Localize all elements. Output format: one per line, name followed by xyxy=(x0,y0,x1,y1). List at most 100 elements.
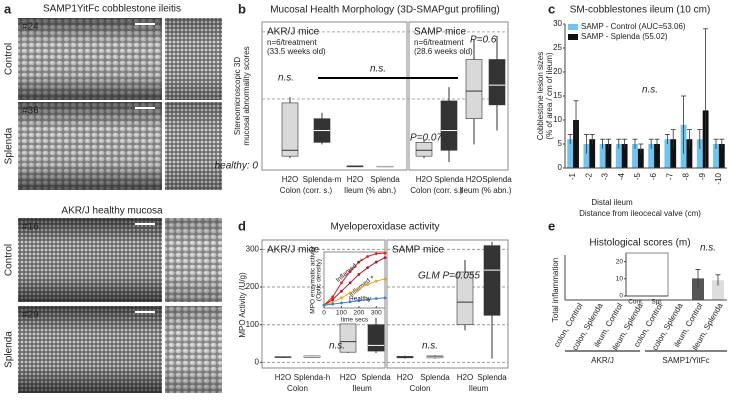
bar xyxy=(648,144,655,168)
point xyxy=(374,260,378,264)
point xyxy=(348,300,352,304)
x-tick-label: -7 xyxy=(665,172,674,180)
point xyxy=(374,297,378,300)
subpanel-title: AKR/J mice xyxy=(267,27,320,38)
plot-area xyxy=(567,28,725,168)
panel-letter: d xyxy=(238,218,246,233)
photo-shade xyxy=(18,18,162,100)
x-tick-label: Splenda xyxy=(420,373,450,382)
line xyxy=(323,252,386,306)
y-axis-label: mucosal abnormality scores xyxy=(242,46,251,145)
group-label: AKR/J xyxy=(591,356,614,365)
annotation: n.s. xyxy=(422,341,438,352)
group-label: Ileum xyxy=(469,384,489,393)
x-tick-label: H2O xyxy=(282,175,298,184)
x-tick-label: H2O xyxy=(347,175,363,184)
x-tick-label: -4 xyxy=(617,172,626,180)
y-tick-label: 0 xyxy=(558,163,563,172)
chart-title: Histological scores (m) xyxy=(589,238,690,249)
annotation: n.s. xyxy=(370,64,386,75)
photo-id: #36 xyxy=(22,106,39,117)
point xyxy=(357,287,361,290)
bar xyxy=(632,144,638,168)
point xyxy=(366,283,369,286)
bar xyxy=(573,120,579,168)
x-tick-label: Splenda-h xyxy=(294,373,330,382)
row-label: Splenda xyxy=(4,127,15,164)
photo-id: #29 xyxy=(22,310,39,321)
x-tick-label: -6 xyxy=(649,172,658,180)
x-tick-label: Splenda xyxy=(434,175,464,184)
annotation: GLM P=0.055 xyxy=(418,271,480,282)
x-tick-label: 300 xyxy=(371,310,382,317)
series-label: Healthy xyxy=(349,296,372,303)
x-tick-label: Splenda xyxy=(361,373,391,382)
x-tick-label: 200 xyxy=(353,310,364,317)
x-tick-label: -3 xyxy=(601,172,610,180)
x-tick-label: H2O xyxy=(397,373,413,382)
box xyxy=(483,245,501,316)
y-axis-label: Cobblestone lesion sizes xyxy=(536,52,545,141)
group-label: Ileum xyxy=(352,384,372,393)
point xyxy=(366,266,369,270)
chart-title: Mucosal Health Morphology (3D-SMAPgut pr… xyxy=(270,5,500,16)
x-tick-label: -10 xyxy=(714,172,723,184)
bar xyxy=(686,139,693,168)
bar xyxy=(654,144,660,168)
x-tick-label: H2O xyxy=(416,175,432,184)
bar xyxy=(637,148,644,168)
box xyxy=(415,142,433,157)
photo-zoom-shade xyxy=(165,218,222,302)
photo-zoom-shade xyxy=(165,18,222,100)
y-tick-label: 100 xyxy=(246,320,260,329)
line xyxy=(323,257,386,306)
box xyxy=(488,59,506,106)
bar xyxy=(718,144,725,168)
point xyxy=(383,296,387,300)
box xyxy=(465,59,483,119)
y-tick-label: 200 xyxy=(246,282,260,291)
row-label: Control xyxy=(4,244,15,276)
group-label: Ileum (% abn.) xyxy=(344,186,396,195)
bar xyxy=(664,139,671,168)
subpanel-frame xyxy=(261,21,408,171)
row-label: Splenda xyxy=(4,331,15,368)
point xyxy=(383,277,387,281)
bar xyxy=(692,278,704,300)
x-tick-label: Spl. xyxy=(651,299,662,306)
point xyxy=(331,298,335,301)
panel-letter: e xyxy=(548,218,555,233)
point xyxy=(357,299,361,303)
subpanel-note: (33.5 weeks old) xyxy=(267,47,326,56)
bar xyxy=(615,144,622,168)
line xyxy=(323,297,386,306)
x-tick-label: Splenda xyxy=(477,373,507,382)
x-tick-label: Cont. xyxy=(628,299,644,306)
box xyxy=(367,324,385,352)
x-axis-label: Distance from ileocecal valve (cm) xyxy=(579,209,701,218)
point xyxy=(331,302,335,306)
x-tick-label: Splenda-m xyxy=(303,175,342,184)
annotation: n.s. xyxy=(278,73,294,84)
y-tick-label: 20 xyxy=(616,258,624,265)
point xyxy=(366,298,369,301)
group-label: Colon xyxy=(410,384,431,393)
x-tick-label: -5 xyxy=(633,172,642,180)
point xyxy=(340,296,343,300)
point xyxy=(348,281,352,285)
x-tick-label: -8 xyxy=(682,172,691,180)
x-tick-label: Splenda xyxy=(482,175,512,184)
x-tick-label: H2O xyxy=(457,373,473,382)
box xyxy=(440,100,458,151)
x-tick-label: -1 xyxy=(568,172,577,180)
point xyxy=(366,255,369,258)
point xyxy=(331,295,335,299)
group-label: SAMP1/YitFc xyxy=(662,356,709,365)
point xyxy=(357,273,361,276)
subpanel-note: n=6/treatment xyxy=(267,38,317,47)
y-tick-label: 15 xyxy=(553,91,562,100)
x-axis-label: time secs xyxy=(341,317,369,324)
section-title: AKR/J healthy mucosa xyxy=(61,206,163,217)
x-tick-label: 0 xyxy=(322,310,326,317)
bar xyxy=(713,144,719,168)
